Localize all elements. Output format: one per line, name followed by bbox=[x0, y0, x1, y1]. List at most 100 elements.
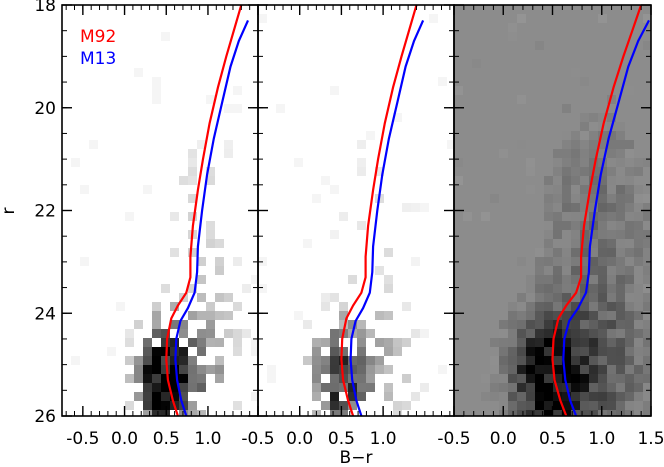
density-cell bbox=[499, 356, 508, 365]
density-cell bbox=[598, 374, 607, 383]
density-cell bbox=[607, 95, 616, 104]
density-cell bbox=[598, 365, 607, 374]
density-cell bbox=[125, 374, 134, 383]
density-cell bbox=[125, 356, 134, 365]
density-cell bbox=[526, 275, 535, 284]
density-cell bbox=[571, 383, 580, 392]
density-cell bbox=[179, 320, 188, 329]
density-cell bbox=[535, 266, 544, 275]
density-cell bbox=[463, 212, 472, 221]
density-cell bbox=[616, 374, 625, 383]
density-cell bbox=[625, 194, 634, 203]
density-cell bbox=[553, 392, 562, 401]
density-cell bbox=[517, 302, 526, 311]
density-cell bbox=[143, 356, 152, 365]
legend-entry-m92: M92 bbox=[80, 27, 116, 47]
density-cell bbox=[188, 248, 197, 257]
density-cell bbox=[420, 383, 429, 392]
density-cell bbox=[429, 14, 438, 23]
density-cell bbox=[553, 149, 562, 158]
density-cell bbox=[580, 257, 589, 266]
density-cell bbox=[526, 374, 535, 383]
density-cell bbox=[535, 329, 544, 338]
density-cell bbox=[580, 203, 589, 212]
density-cell bbox=[215, 257, 224, 266]
density-cell bbox=[616, 131, 625, 140]
density-cell bbox=[553, 338, 562, 347]
density-cell bbox=[634, 329, 643, 338]
density-cell bbox=[616, 275, 625, 284]
density-cell bbox=[589, 401, 598, 410]
density-cell bbox=[197, 275, 206, 284]
density-cell bbox=[598, 347, 607, 356]
density-cell bbox=[589, 329, 598, 338]
density-cell bbox=[553, 410, 562, 416]
density-cell bbox=[544, 410, 553, 416]
density-cell bbox=[598, 131, 607, 140]
panel-middle bbox=[258, 5, 454, 416]
density-cell bbox=[562, 311, 571, 320]
density-cell bbox=[562, 203, 571, 212]
density-cell bbox=[152, 401, 161, 410]
density-cell bbox=[535, 284, 544, 293]
density-cell bbox=[562, 167, 571, 176]
series-line-m13 bbox=[562, 19, 650, 416]
density-cell bbox=[294, 311, 303, 320]
density-cell bbox=[580, 392, 589, 401]
density-cell bbox=[607, 257, 616, 266]
density-cell bbox=[607, 338, 616, 347]
density-cell bbox=[634, 293, 643, 302]
density-cell bbox=[330, 383, 339, 392]
density-cell bbox=[625, 212, 634, 221]
density-cell bbox=[607, 275, 616, 284]
density-cell bbox=[634, 383, 643, 392]
density-cell bbox=[224, 149, 233, 158]
density-cell bbox=[357, 356, 366, 365]
density-cell bbox=[562, 176, 571, 185]
density-cell bbox=[589, 302, 598, 311]
density-cell bbox=[375, 167, 384, 176]
density-cell bbox=[589, 266, 598, 275]
density-cell bbox=[206, 311, 215, 320]
density-cell bbox=[179, 329, 188, 338]
density-cell bbox=[553, 212, 562, 221]
density-cell bbox=[472, 59, 481, 68]
density-cell bbox=[643, 383, 651, 392]
density-cell bbox=[643, 230, 651, 239]
panel-right-density-cells bbox=[454, 5, 651, 416]
density-cell bbox=[553, 185, 562, 194]
density-cell bbox=[589, 383, 598, 392]
density-cell bbox=[188, 374, 197, 383]
density-cell bbox=[481, 410, 490, 416]
density-cell bbox=[384, 338, 393, 347]
density-cell bbox=[553, 176, 562, 185]
density-cell bbox=[544, 203, 553, 212]
density-cell bbox=[161, 365, 170, 374]
density-cell bbox=[571, 320, 580, 329]
density-cell bbox=[481, 212, 490, 221]
density-cell bbox=[607, 383, 616, 392]
density-cell bbox=[643, 266, 651, 275]
density-cell bbox=[571, 221, 580, 230]
density-cell bbox=[589, 239, 598, 248]
density-cell bbox=[535, 410, 544, 416]
density-cell bbox=[152, 77, 161, 86]
density-cell bbox=[562, 284, 571, 293]
density-cell bbox=[616, 383, 625, 392]
density-cell bbox=[447, 140, 454, 149]
density-cell bbox=[580, 284, 589, 293]
density-cell bbox=[580, 194, 589, 203]
density-cell bbox=[188, 365, 197, 374]
density-cell bbox=[348, 356, 357, 365]
density-cell bbox=[553, 158, 562, 167]
density-cell bbox=[544, 356, 553, 365]
density-cell bbox=[375, 365, 384, 374]
density-cell bbox=[188, 284, 197, 293]
density-cell bbox=[251, 347, 258, 356]
density-cell bbox=[571, 329, 580, 338]
y-tick-label: 22 bbox=[34, 202, 56, 222]
density-cell bbox=[215, 356, 224, 365]
density-cell bbox=[188, 149, 197, 158]
density-cell bbox=[625, 338, 634, 347]
